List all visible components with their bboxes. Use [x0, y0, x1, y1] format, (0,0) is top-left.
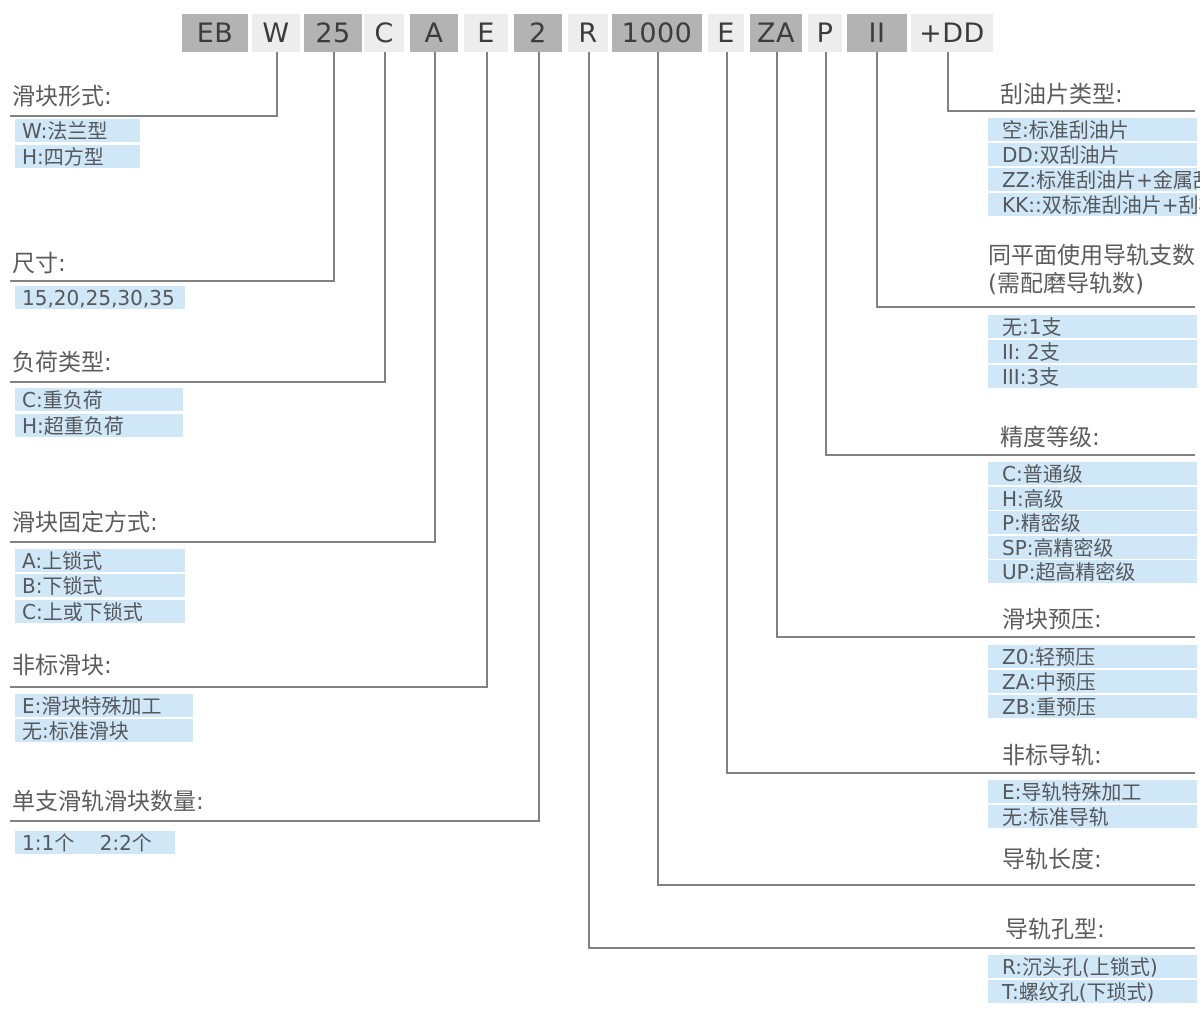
option-row: 1:1个 2:2个 [15, 831, 175, 855]
section-title-hole-type: 导轨孔型: [1005, 917, 1105, 943]
connector-load-type [384, 52, 386, 381]
connector-block-form [10, 115, 278, 117]
option-row: T:螺纹孔(下琐式) [988, 980, 1197, 1004]
section-title-accuracy: 精度等级: [1000, 425, 1100, 451]
connector-mount-type [434, 52, 436, 541]
section-title-nonstd-block: 非标滑块: [12, 653, 112, 679]
option-row: P:精密级 [988, 511, 1197, 535]
connector-size [333, 52, 335, 280]
code-segment-nonstd-block: E [464, 14, 508, 52]
section-title-block-count: 单支滑轨滑块数量: [12, 789, 204, 815]
connector-wiper [947, 110, 1195, 112]
connector-nonstd-rail [726, 772, 1195, 774]
option-row: C:上或下锁式 [15, 600, 185, 624]
code-segment-load-type: C [364, 14, 404, 52]
code-segment-block-form: W [252, 14, 300, 52]
option-row: Z0:轻预压 [988, 645, 1197, 669]
code-segment-nonstd-rail: E [708, 14, 744, 52]
connector-wiper [947, 52, 949, 110]
connector-nonstd-block [10, 686, 488, 688]
code-segment-hole-type: R [568, 14, 608, 52]
option-row: ZA:中预压 [988, 670, 1197, 694]
connector-nonstd-block [486, 52, 488, 686]
option-row: C:普通级 [988, 462, 1197, 486]
section-title-rail-count: 同平面使用导轨支数 [988, 243, 1195, 269]
option-row: A:上锁式 [15, 549, 185, 573]
option-row: 无:标准导轨 [988, 805, 1197, 829]
code-segment-accuracy: P [808, 14, 842, 52]
code-segment-wiper: +DD [911, 14, 993, 52]
option-row: E:导轨特殊加工 [988, 780, 1197, 804]
code-segment-size: 25 [304, 14, 362, 52]
section-title-size: 尺寸: [12, 251, 66, 277]
connector-rail-count [876, 306, 1195, 308]
option-row: H:超重负荷 [15, 414, 183, 438]
code-segment-rail-length: 1000 [612, 14, 702, 52]
option-row: E:滑块特殊加工 [15, 694, 193, 718]
section-title-nonstd-rail: 非标导轨: [1002, 743, 1102, 769]
code-segment-series: EB [182, 14, 248, 52]
connector-mount-type [10, 541, 436, 543]
option-row: KK::双标准刮油片+刮板 [988, 193, 1200, 217]
section-title-preload: 滑块预压: [1002, 607, 1102, 633]
option-row: DD:双刮油片 [988, 143, 1197, 167]
option-row: III:3支 [988, 365, 1197, 389]
connector-block-form [276, 52, 278, 115]
option-row: SP:高精密级 [988, 536, 1197, 560]
section-title-rail-length: 导轨长度: [1002, 847, 1102, 873]
connector-hole-type [588, 947, 1195, 949]
section-title-wiper: 刮油片类型: [1000, 82, 1123, 108]
connector-hole-type [588, 52, 590, 947]
section-title-rail-count-note: (需配磨导轨数) [988, 271, 1144, 297]
option-row: H:高级 [988, 487, 1197, 511]
option-row: 空:标准刮油片 [988, 118, 1197, 142]
connector-size [10, 280, 335, 282]
section-title-block-form: 滑块形式: [12, 84, 112, 110]
option-row: 无:标准滑块 [15, 719, 193, 743]
option-row: B:下锁式 [15, 574, 185, 598]
connector-rail-length [657, 884, 1195, 886]
option-row: 无:1支 [988, 315, 1197, 339]
code-segment-preload: ZA [750, 14, 802, 52]
connector-block-count [538, 52, 540, 820]
option-row: UP:超高精密级 [988, 560, 1197, 584]
section-title-mount-type: 滑块固定方式: [12, 510, 158, 536]
section-title-load-type: 负荷类型: [12, 350, 112, 376]
connector-block-count [10, 820, 540, 822]
option-row: R:沉头孔(上锁式) [988, 955, 1197, 979]
connector-load-type [10, 381, 386, 383]
option-row: H:四方型 [15, 145, 140, 169]
connector-preload [776, 636, 1195, 638]
connector-preload [776, 52, 778, 636]
option-row: 15,20,25,30,35 [15, 286, 185, 310]
option-row: II: 2支 [988, 340, 1197, 364]
option-row: ZB:重预压 [988, 695, 1197, 719]
code-segment-block-count: 2 [514, 14, 562, 52]
option-row: C:重负荷 [15, 388, 183, 412]
code-segment-mount-type: A [410, 14, 458, 52]
connector-accuracy [825, 454, 1195, 456]
option-row: ZZ:标准刮油片+金属刮板 [988, 168, 1200, 192]
connector-nonstd-rail [726, 52, 728, 772]
option-row: W:法兰型 [15, 119, 140, 143]
connector-rail-count [876, 52, 878, 306]
connector-accuracy [825, 52, 827, 454]
code-segment-rail-count: II [847, 14, 907, 52]
connector-rail-length [657, 52, 659, 884]
